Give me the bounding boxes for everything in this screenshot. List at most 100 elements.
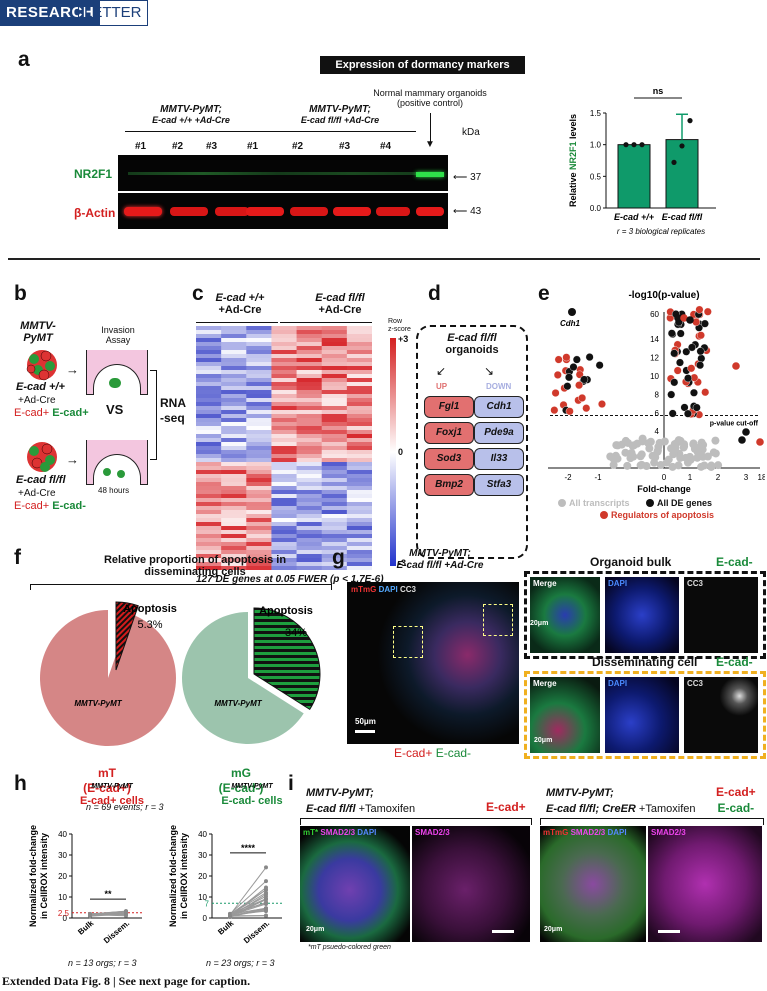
heatmap-bracket-1: [196, 322, 278, 323]
heatmap-cell: [271, 554, 298, 559]
y-tick-label: 40: [198, 830, 207, 839]
heatmap-cell: [196, 390, 222, 395]
paired-line: [229, 880, 267, 915]
heatmap-cell: [196, 546, 222, 551]
heatmap-cell: [221, 550, 247, 555]
heatmap-cell: [271, 502, 298, 507]
heatmap-cell: [321, 538, 348, 543]
panel-letter-b: b: [14, 282, 27, 305]
heatmap-cell: [196, 542, 222, 547]
heatmap-cell: [271, 550, 298, 555]
category-label: Bulk: [76, 918, 95, 936]
arrow-up-icon: ↙: [436, 364, 447, 378]
point-all: [680, 440, 689, 449]
heatmap-legend-title: Row z-score: [388, 318, 411, 333]
heatmap-cell: [321, 542, 348, 547]
heatmap-cell: [221, 374, 247, 379]
heatmap-cell: [321, 546, 348, 551]
heatmap-cell: [346, 394, 372, 399]
heatmap-cell: [221, 558, 247, 563]
heatmap-cell: [321, 522, 348, 527]
heatmap-cell: [271, 558, 298, 563]
heatmap-cell: [246, 390, 272, 395]
wt-genotype: E-cad +/+: [16, 381, 65, 393]
data-point: [631, 142, 637, 148]
point-de: [696, 331, 705, 340]
bar: [617, 144, 651, 209]
dissem-frame: Merge 20μm DAPI CC3: [524, 671, 766, 759]
heatmap-cell: [246, 534, 272, 539]
heatmap-cell: [321, 398, 348, 403]
heatmap-cell: [296, 334, 323, 339]
heatmap-cell: [246, 430, 272, 435]
control-arrow-icon: ▼: [425, 139, 435, 150]
heatmap-cell: [296, 506, 323, 511]
point-de: [563, 382, 572, 391]
dissem-title: Disseminating cell: [592, 655, 698, 669]
point-dissem: [264, 879, 268, 884]
point-de: [687, 343, 696, 352]
heatmap-cell: [296, 438, 323, 443]
heatmap-cell: [221, 546, 247, 551]
heatmap-cell: [346, 350, 372, 355]
pie-inner-label: MMTV-PyMT: [214, 699, 262, 708]
heatmap-cell: [246, 418, 272, 423]
heatmap-cell: [321, 470, 348, 475]
heatmap-cell: [321, 458, 348, 463]
heatmap-cell: [346, 522, 372, 527]
heatmap-cell: [296, 346, 323, 351]
heatmap-cell: [271, 426, 298, 431]
h-subtitle: MMTV-PyMT: [231, 783, 273, 790]
panel-letter-d: d: [428, 282, 441, 305]
point-all: [703, 452, 712, 461]
panel-letter-f: f: [14, 546, 21, 569]
heatmap-cell: [246, 366, 272, 371]
heatmap-cell: [321, 442, 348, 447]
heatmap-cell: [271, 518, 298, 523]
legend-label: All DE genes: [657, 498, 712, 508]
pie2-caption: mG (E-cad-): [218, 766, 264, 795]
heatmap-cell: [196, 526, 222, 531]
heatmap-cell: [246, 422, 272, 427]
heatmap-cell: [271, 522, 298, 527]
heatmap-cell: [246, 486, 272, 491]
heatmap-cell: [296, 482, 323, 487]
heatmap-cell: [271, 538, 298, 543]
heatmap-cell: [321, 518, 348, 523]
heatmap-cell: [221, 406, 247, 411]
heatmap-cell: [271, 406, 298, 411]
heatmap-cell: [271, 466, 298, 471]
heatmap-cell: [221, 514, 247, 519]
wt-markers: E-cad+ E-cad+: [14, 407, 89, 419]
heatmap-cell: [271, 454, 298, 459]
heatmap-cell: [271, 370, 298, 375]
bulk-frame: Merge DAPI CC3: [524, 571, 766, 659]
heatmap-cell: [271, 526, 298, 531]
heatmap-cell: [271, 546, 298, 551]
point-bulk: [228, 913, 232, 918]
heatmap-cell: [246, 402, 272, 407]
point-all: [689, 439, 698, 448]
point-all: [623, 461, 632, 470]
heatmap-cell: [271, 450, 298, 455]
heatmap-cell: [196, 566, 222, 570]
heatmap-cell: [296, 402, 323, 407]
mw-arrow-37: ⟵ 37: [453, 172, 482, 183]
heatmap-cell: [296, 450, 323, 455]
heatmap-cell: [196, 486, 222, 491]
heatmap-cell: [346, 378, 372, 383]
y-tick-label: 20: [198, 872, 207, 881]
g-roi-1: [393, 626, 423, 658]
assay-label: Invasion Assay: [101, 325, 135, 345]
heatmap-cell: [346, 558, 372, 563]
heatmap-cell: [221, 506, 247, 511]
heatmap-cell: [346, 554, 372, 559]
x-tick-label: 1: [688, 473, 693, 482]
i-right-bracket: [540, 818, 764, 825]
nr2f1-label: NR2F1: [74, 167, 113, 181]
heatmap-cell: [296, 550, 323, 555]
heatmap-cell: [296, 478, 323, 483]
heatmap-cell: [271, 498, 298, 503]
point-de: [696, 347, 705, 356]
heatmap-legend-bar: [390, 338, 396, 566]
